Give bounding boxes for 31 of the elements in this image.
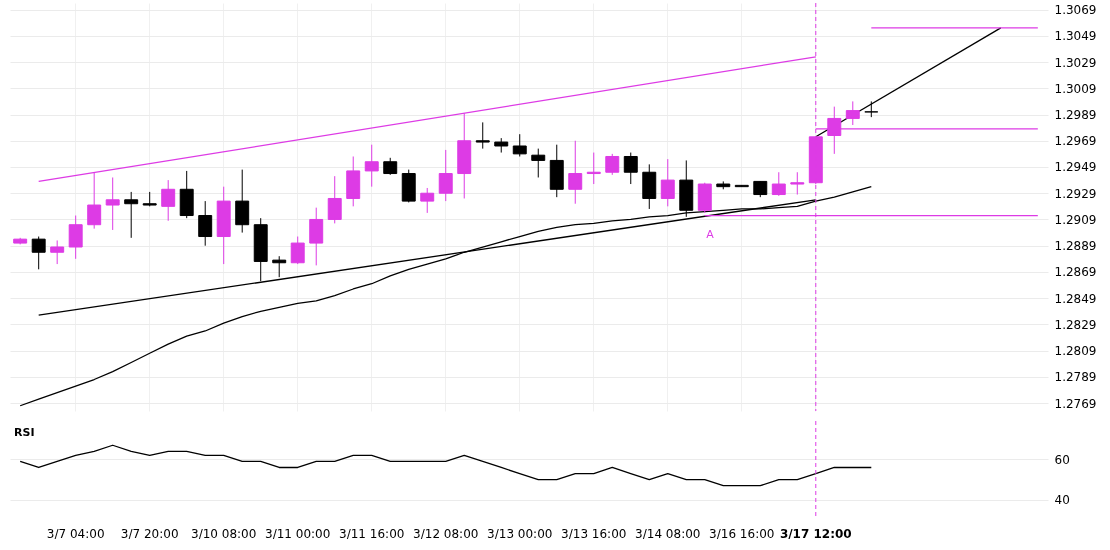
y-tick-label: 1.2969 bbox=[1054, 134, 1097, 149]
y-tick-label: 1.3009 bbox=[1054, 81, 1097, 96]
x-tick-label: 3/16 16:00 bbox=[709, 526, 775, 541]
y-tick-label: 1.2949 bbox=[1054, 160, 1097, 175]
x-tick-label: 3/11 00:00 bbox=[265, 526, 331, 541]
annotation: A bbox=[706, 228, 715, 241]
y-tick-label: 1.2809 bbox=[1054, 344, 1097, 359]
x-tick-label: 3/13 00:00 bbox=[487, 526, 553, 541]
x-tick-label: 3/14 08:00 bbox=[635, 526, 701, 541]
y-tick-label: 1.3069 bbox=[1054, 3, 1097, 18]
y-tick-label: 40 bbox=[1054, 493, 1070, 508]
y-tick-label: 1.2769 bbox=[1054, 396, 1097, 411]
y-tick-label: 1.2869 bbox=[1054, 265, 1097, 280]
x-tick-label: 3/12 08:00 bbox=[413, 526, 479, 541]
y-tick-label: 1.2829 bbox=[1054, 317, 1097, 332]
y-tick-label: 1.2789 bbox=[1054, 370, 1097, 385]
y-tick-label: 1.2989 bbox=[1054, 108, 1097, 123]
x-tick-label: 3/7 20:00 bbox=[120, 526, 179, 541]
y-tick-label: 1.2849 bbox=[1054, 291, 1097, 306]
text: RSI bbox=[14, 426, 35, 439]
x-tick-label: 3/7 04:00 bbox=[46, 526, 105, 541]
y-tick-label: 1.2929 bbox=[1054, 186, 1097, 201]
x-tick-label: 3/13 16:00 bbox=[561, 526, 627, 541]
x-tick-label: 3/17 12:00 bbox=[779, 526, 852, 541]
x-tick-label: 3/10 08:00 bbox=[191, 526, 257, 541]
y-tick-label: 1.2889 bbox=[1054, 239, 1097, 254]
x-tick-label: 3/11 16:00 bbox=[339, 526, 405, 541]
y-tick-label: 1.3029 bbox=[1054, 55, 1097, 70]
y-tick-label: 1.2909 bbox=[1054, 212, 1097, 227]
y-tick-label: 1.3049 bbox=[1054, 29, 1097, 44]
y-tick-label: 60 bbox=[1054, 452, 1070, 467]
